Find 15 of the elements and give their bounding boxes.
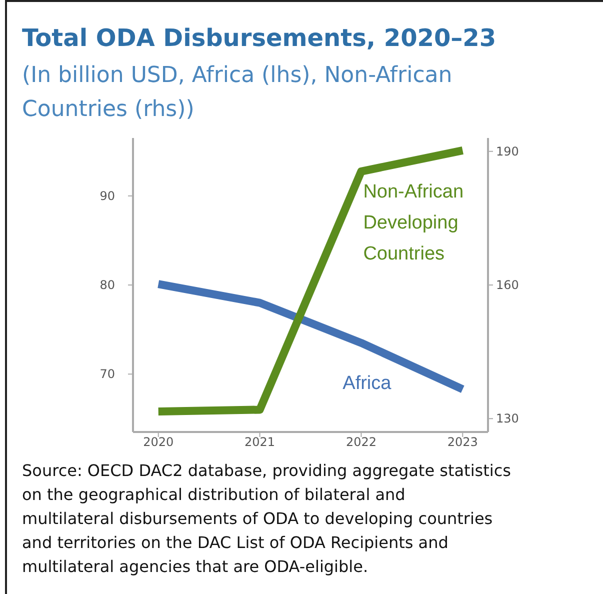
y-tick-label: 70	[100, 367, 115, 382]
series-label: Africa	[342, 373, 392, 394]
y2-tick-label: 130	[496, 412, 519, 426]
source-note: Source: OECD DAC2 database, providing aggregate statistics on the geographical distribution of bilateral and multilateral disbursements of ODA to developing countries and territories on the DAC List of ODA Recipients and multilateral agencies that are ODA-eligible.	[22, 461, 511, 576]
y2-tick-label: 160	[496, 278, 519, 292]
chart-title: Total ODA Disbursements, 2020–23	[22, 24, 496, 52]
series-label: Non-African Developing Countries	[363, 181, 464, 264]
chart-subtitle: (In billion USD, Africa (lhs), Non-African Countries (rhs))	[22, 63, 452, 122]
y2-tick-label: 190	[496, 144, 519, 158]
x-tick-label: 2022	[346, 435, 376, 449]
y-tick-label: 80	[100, 278, 115, 292]
x-tick-label: 2020	[143, 435, 174, 449]
x-tick-label: 2023	[447, 435, 478, 449]
x-tick-label: 2021	[244, 435, 276, 449]
y-tick-label: 90	[100, 188, 115, 203]
